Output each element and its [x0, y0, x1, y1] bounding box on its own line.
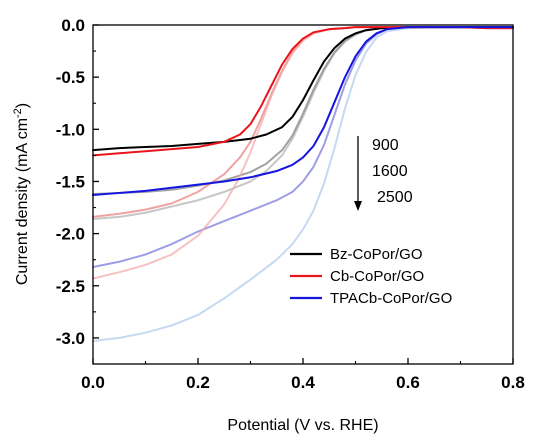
x-axis-label: Potential (V vs. RHE): [227, 417, 378, 434]
x-tick-label: 0.6: [396, 373, 420, 392]
y-tick-label: -0.5: [56, 68, 85, 87]
y-tick-label: -1.5: [56, 172, 85, 191]
y-axis: 0.0 -0.5 -1.0 -1.5 -2.0 -2.5 -3.0: [56, 16, 99, 348]
y-tick-label: -3.0: [56, 329, 85, 348]
rpm-annotation: 900 1600 2500: [354, 136, 413, 211]
x-tick-label: 0.8: [501, 373, 525, 392]
series-layer: [92, 26, 514, 343]
x-tick-label: 0.4: [291, 373, 315, 392]
y-tick-label: -1.0: [56, 120, 85, 139]
y-tick-label: 0.0: [61, 16, 85, 35]
rpm-arrow-head-icon: [354, 201, 362, 211]
series-line-tpacb-copor-go-900: [92, 26, 514, 197]
rpm-label-1600: 1600: [372, 163, 408, 180]
legend-label-tpacb: TPACb-CoPor/GO: [330, 290, 452, 307]
y-axis-label-sup: -2: [12, 108, 24, 118]
y-axis-label-close: ): [14, 103, 31, 108]
legend: Bz-CoPor/GO Cb-CoPor/GO TPACb-CoPor/GO: [290, 246, 452, 307]
legend-label-bz: Bz-CoPor/GO: [330, 246, 423, 263]
legend-label-cb: Cb-CoPor/GO: [330, 268, 424, 285]
rpm-label-2500: 2500: [377, 189, 413, 206]
x-tick-label: 0.2: [186, 373, 210, 392]
x-axis: 0.0 0.2 0.4 0.6 0.8: [81, 358, 525, 392]
rpm-label-900: 900: [372, 137, 399, 154]
y-tick-label: -2.0: [56, 225, 85, 244]
x-tick-label: 0.0: [81, 373, 105, 392]
y-axis-label-main: Current density (mA cm: [14, 118, 31, 285]
y-axis-label: Current density (mA cm-2): [12, 103, 31, 285]
y-tick-label: -2.5: [56, 277, 85, 296]
